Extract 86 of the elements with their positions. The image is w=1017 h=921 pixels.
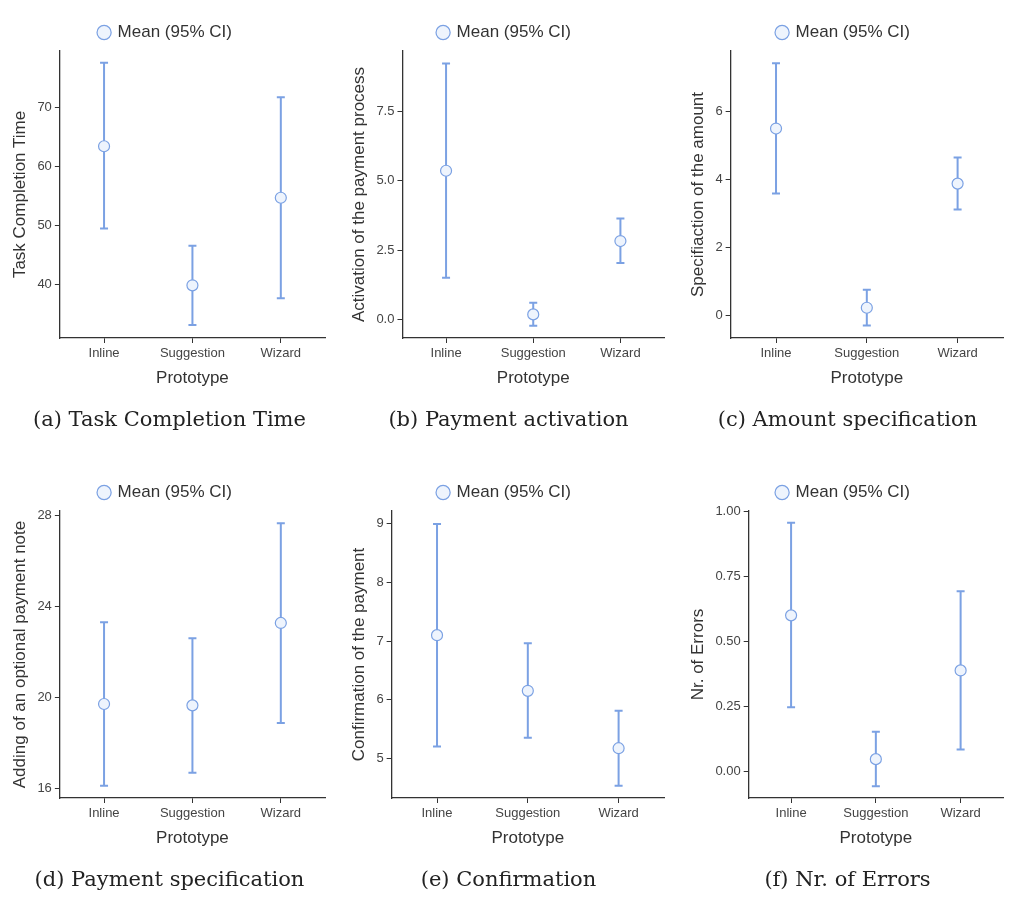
point <box>186 279 199 292</box>
y-tick-label: 40 <box>37 276 52 292</box>
x-tick-label: Inline <box>775 805 807 821</box>
point <box>784 609 798 622</box>
point <box>951 177 964 190</box>
x-tick-label: Suggestion <box>843 805 909 821</box>
y-tick-label: 7 <box>376 632 384 648</box>
y-axis-title: Nr. of Errors <box>687 608 707 701</box>
y-tick-label: 1.00 <box>715 502 741 518</box>
y-tick-label: 24 <box>37 597 52 613</box>
x-tick-label: Inline <box>421 805 453 821</box>
y-axis-title: Specifiaction of the amount <box>687 91 707 298</box>
legend-label: Mean (95% CI) <box>456 482 571 502</box>
x-tick-label: Wizard <box>260 805 302 821</box>
y-tick-label: 5.0 <box>376 172 395 188</box>
x-axis-title: Prototype <box>156 828 229 848</box>
x-tick-label: Wizard <box>598 805 639 821</box>
point <box>430 629 444 642</box>
y-tick-label: 9 <box>376 515 384 531</box>
point <box>612 742 625 755</box>
x-tick-label: Inline <box>88 345 120 361</box>
point <box>97 140 111 153</box>
y-tick-label: 50 <box>37 217 52 233</box>
text: (a) Task Completion Time <box>32 407 307 431</box>
y-axis-title: Adding of an optional payment note <box>9 520 29 789</box>
y-tick-label: 8 <box>376 574 384 590</box>
y-axis-title: Task Completion Time <box>9 110 29 279</box>
legend-label: Mean (95% CI) <box>795 482 910 502</box>
legend-label: Mean (95% CI) <box>456 22 571 42</box>
y-tick-label: 0.00 <box>715 763 741 779</box>
legend-label: Mean (95% CI) <box>117 482 232 502</box>
x-tick-label: Suggestion <box>495 805 561 821</box>
x-tick-label: Suggestion <box>159 805 225 821</box>
y-tick-label: 7.5 <box>376 102 395 118</box>
y-tick-label: 20 <box>37 688 52 704</box>
point <box>860 301 873 314</box>
x-tick-label: Wizard <box>260 345 302 361</box>
x-tick-label: Wizard <box>600 345 641 361</box>
x-tick-label: Inline <box>760 345 792 361</box>
point <box>954 664 967 677</box>
y-tick-label: 28 <box>37 507 52 523</box>
point <box>614 234 627 248</box>
point <box>274 191 287 204</box>
y-tick-label: 70 <box>37 98 52 114</box>
y-tick-label: 6 <box>715 103 723 119</box>
x-axis-title: Prototype <box>830 368 904 388</box>
point <box>869 753 882 766</box>
point <box>769 122 783 135</box>
x-tick-label: Suggestion <box>500 345 566 361</box>
x-tick-label: Inline <box>88 805 120 821</box>
x-tick-label: Suggestion <box>159 345 225 361</box>
y-tick-label: 16 <box>37 779 52 795</box>
y-tick-label: 0.50 <box>715 633 741 649</box>
y-tick-label: 0 <box>715 307 723 323</box>
x-tick-label: Wizard <box>940 805 981 821</box>
text: (c) Amount specification <box>716 407 979 431</box>
y-axis-title: Activation of the payment process <box>348 66 368 323</box>
point <box>274 616 287 630</box>
x-tick-label: Suggestion <box>834 345 900 361</box>
x-axis-title: Prototype <box>491 828 565 848</box>
y-tick-label: 0.75 <box>715 567 741 583</box>
point <box>439 164 453 177</box>
legend-label: Mean (95% CI) <box>795 22 910 42</box>
y-tick-label: 0.0 <box>376 311 395 327</box>
y-tick-label: 60 <box>37 157 52 173</box>
point <box>527 308 540 321</box>
x-axis-title: Prototype <box>496 368 570 388</box>
x-axis-title: Prototype <box>839 828 913 848</box>
point <box>521 684 534 697</box>
y-tick-label: 5 <box>376 749 384 765</box>
point <box>97 697 111 711</box>
x-axis-title: Prototype <box>156 368 229 388</box>
text: (d) Payment specification <box>33 867 306 891</box>
text: (e) Confirmation <box>419 867 598 891</box>
y-tick-label: 2.5 <box>376 241 395 257</box>
text: (b) Payment activation <box>387 407 630 431</box>
y-tick-label: 0.25 <box>715 698 741 714</box>
x-tick-label: Wizard <box>937 345 978 361</box>
text: (f) Nr. of Errors <box>763 867 932 891</box>
legend-label: Mean (95% CI) <box>117 22 232 42</box>
y-axis-title: Confirmation of the payment <box>348 547 368 762</box>
x-tick-label: Inline <box>430 345 462 361</box>
point <box>186 699 199 712</box>
y-tick-label: 6 <box>376 691 384 707</box>
y-tick-label: 4 <box>715 171 723 187</box>
y-tick-label: 2 <box>715 239 723 255</box>
